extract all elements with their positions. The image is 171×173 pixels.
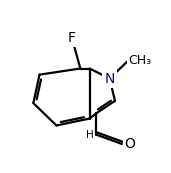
Text: F: F	[68, 31, 76, 45]
Text: CH₃: CH₃	[128, 54, 151, 67]
Text: O: O	[124, 137, 135, 151]
Text: H: H	[86, 130, 93, 140]
Text: N: N	[104, 71, 115, 85]
